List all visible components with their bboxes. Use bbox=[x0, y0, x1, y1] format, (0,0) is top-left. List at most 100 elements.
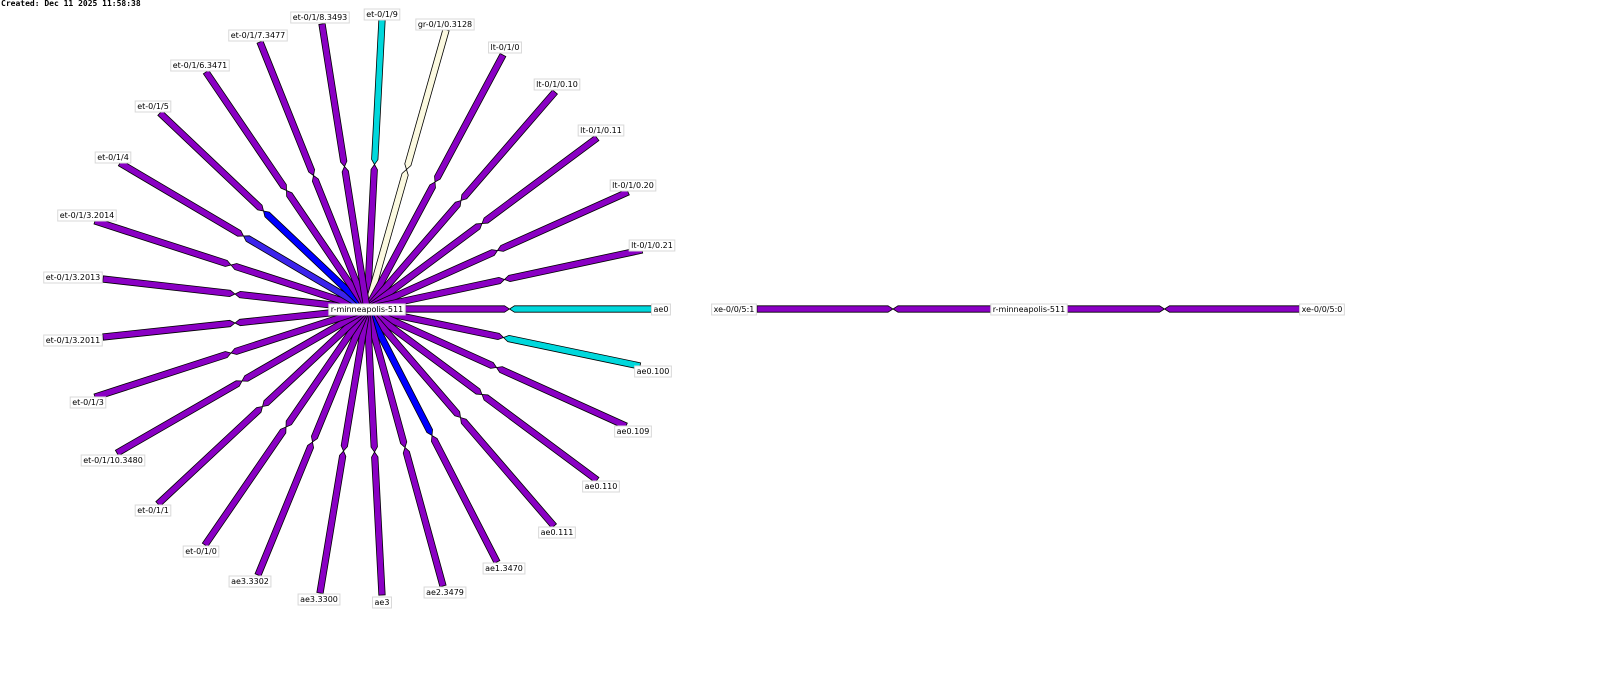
second-node-label-text: r-minneapolis-511 bbox=[993, 305, 1065, 314]
interface-label-box bbox=[415, 18, 475, 31]
interface-label[interactable]: xe-0/0/5:1 bbox=[711, 303, 757, 316]
interface-label-box bbox=[69, 396, 107, 409]
interface-label-text: ae3 bbox=[375, 598, 390, 607]
interface-label[interactable]: ae0.110 bbox=[582, 480, 620, 493]
link-lt-0-1-0-11-in-arrow[interactable] bbox=[481, 134, 600, 224]
link-ae0-in-arrow[interactable] bbox=[508, 305, 653, 313]
interface-label-box bbox=[651, 303, 671, 316]
link-gr-0-1-0-3128-in-arrow[interactable] bbox=[404, 28, 450, 171]
link-ae3-3300-in-arrow[interactable] bbox=[316, 450, 347, 594]
link-lt-0-1-0-20-in-arrow[interactable] bbox=[496, 188, 630, 252]
interface-label-box bbox=[533, 78, 581, 91]
interface-label[interactable]: et-0/1/6.3471 bbox=[170, 59, 230, 72]
interface-label-text: et-0/1/7.3477 bbox=[231, 31, 286, 40]
interface-label[interactable]: et-0/1/7.3477 bbox=[228, 29, 288, 42]
interface-label[interactable]: lt-0/1/0.21 bbox=[628, 239, 676, 252]
interface-label[interactable]: ae3 bbox=[372, 596, 392, 609]
interface-label[interactable]: et-0/1/5 bbox=[134, 100, 172, 113]
interface-label-box bbox=[538, 526, 576, 539]
interface-label[interactable]: et-0/1/1 bbox=[134, 504, 172, 517]
interface-label[interactable]: ae3.3300 bbox=[297, 593, 341, 606]
link-et-0-1-9-in-arrow[interactable] bbox=[371, 19, 386, 166]
link-ae0-100-in-arrow[interactable] bbox=[502, 334, 642, 370]
links-layer bbox=[93, 19, 1301, 596]
interface-label-box bbox=[609, 179, 657, 192]
interface-label-text: et-0/1/0 bbox=[185, 547, 217, 556]
interface-label[interactable]: et-0/1/3 bbox=[69, 396, 107, 409]
interface-label-text: et-0/1/4 bbox=[97, 153, 129, 162]
interface-label[interactable]: xe-0/0/5:0 bbox=[1299, 303, 1345, 316]
second-node-label-box bbox=[990, 303, 1068, 316]
link-lt-0-1-0-21-in-arrow[interactable] bbox=[503, 246, 644, 282]
interface-label-box bbox=[614, 425, 652, 438]
labels-layer: et-0/1/9 gr-0/1/0.3128 lt-0/1/0 lt-0/1/0.10… bbox=[43, 8, 1345, 609]
interface-label[interactable]: et-0/1/3.2013 bbox=[43, 271, 103, 284]
interface-label-box bbox=[80, 454, 146, 467]
interface-label-text: et-0/1/10.3480 bbox=[83, 456, 143, 465]
interface-label[interactable]: et-0/1/10.3480 bbox=[80, 454, 146, 467]
interface-label[interactable]: ae3.3302 bbox=[228, 575, 272, 588]
link-et-0-1-3-2011-in-arrow[interactable] bbox=[102, 319, 236, 341]
link2-xe-0-0-5-1-in-arrow[interactable] bbox=[756, 305, 894, 313]
interface-label[interactable]: ae2.3479 bbox=[423, 586, 467, 599]
interface-label-text: ae0.109 bbox=[617, 427, 650, 436]
interface-label-text: lt-0/1/0.10 bbox=[536, 80, 578, 89]
interface-label[interactable]: ae0.100 bbox=[634, 365, 672, 378]
interface-label[interactable]: ae0.111 bbox=[538, 526, 576, 539]
link-et-0-1-10-3480-in-arrow[interactable] bbox=[114, 380, 243, 457]
interface-label-box bbox=[1299, 303, 1345, 316]
interface-label-text: lt-0/1/0 bbox=[491, 43, 520, 52]
hub-node-label[interactable]: r-minneapolis-511 bbox=[328, 303, 406, 316]
link-lt-0-1-0-10-in-arrow[interactable] bbox=[460, 89, 558, 202]
interface-label-box bbox=[228, 575, 272, 588]
interface-label[interactable]: et-0/1/4 bbox=[94, 151, 132, 164]
interface-label[interactable]: et-0/1/3.2014 bbox=[57, 209, 117, 222]
link-et-0-1-8-3493-in-arrow[interactable] bbox=[318, 23, 348, 168]
interface-label[interactable]: et-0/1/9 bbox=[363, 8, 401, 21]
interface-label[interactable]: gr-0/1/0.3128 bbox=[415, 18, 475, 31]
interface-label[interactable]: et-0/1/8.3493 bbox=[290, 11, 350, 24]
interface-label-box bbox=[711, 303, 757, 316]
interface-label-box bbox=[290, 11, 350, 24]
link-ae2-3479-in-arrow[interactable] bbox=[402, 446, 447, 588]
interface-label-text: ae0.111 bbox=[541, 528, 574, 537]
link-lt-0-1-0-in-arrow[interactable] bbox=[434, 52, 507, 183]
interface-label[interactable]: ae0 bbox=[651, 303, 671, 316]
interface-label-text: et-0/1/1 bbox=[137, 506, 169, 515]
interface-label-box bbox=[43, 334, 103, 347]
interface-label-box bbox=[170, 59, 230, 72]
second-node-label[interactable]: r-minneapolis-511 bbox=[990, 303, 1068, 316]
interface-label-text: ae3.3302 bbox=[231, 577, 269, 586]
interface-label-text: ae3.3300 bbox=[300, 595, 338, 604]
link2-xe-0-0-5-0-in-arrow[interactable] bbox=[1163, 305, 1301, 313]
interface-label-box bbox=[582, 480, 620, 493]
interface-label[interactable]: et-0/1/3.2011 bbox=[43, 334, 103, 347]
interface-label-text: et-0/1/3 bbox=[72, 398, 104, 407]
interface-label-box bbox=[628, 239, 676, 252]
interface-label-text: et-0/1/3.2011 bbox=[46, 336, 101, 345]
interface-label-text: lt-0/1/0.21 bbox=[631, 241, 673, 250]
interface-label-box bbox=[182, 545, 220, 558]
interface-label[interactable]: lt-0/1/0.20 bbox=[609, 179, 657, 192]
link-et-0-1-3-2014-in-arrow[interactable] bbox=[93, 217, 232, 267]
interface-label[interactable]: lt-0/1/0.11 bbox=[577, 124, 625, 137]
interface-label-text: ae0 bbox=[654, 305, 669, 314]
interface-label[interactable]: lt-0/1/0 bbox=[488, 41, 522, 54]
link-et-0-1-1-in-arrow[interactable] bbox=[155, 405, 264, 507]
interface-label[interactable]: ae0.109 bbox=[614, 425, 652, 438]
interface-label-box bbox=[363, 8, 401, 21]
link-et-0-1-6-3471-in-arrow[interactable] bbox=[202, 69, 287, 192]
link-ae3-in-arrow[interactable] bbox=[371, 451, 386, 596]
link-et-0-1-0-in-arrow[interactable] bbox=[201, 426, 287, 548]
interface-label-text: xe-0/0/5:0 bbox=[1302, 305, 1343, 314]
interface-label[interactable]: lt-0/1/0.10 bbox=[533, 78, 581, 91]
link-ae3-3302-in-arrow[interactable] bbox=[254, 441, 314, 577]
interface-label-box bbox=[297, 593, 341, 606]
interface-label-text: lt-0/1/0.11 bbox=[580, 126, 622, 135]
interface-label[interactable]: ae1.3470 bbox=[482, 562, 526, 575]
interface-label[interactable]: et-0/1/0 bbox=[182, 545, 220, 558]
link-et-0-1-3-in-arrow[interactable] bbox=[93, 351, 232, 401]
link-et-0-1-3-2013-in-arrow[interactable] bbox=[102, 275, 236, 298]
interface-label-box bbox=[634, 365, 672, 378]
